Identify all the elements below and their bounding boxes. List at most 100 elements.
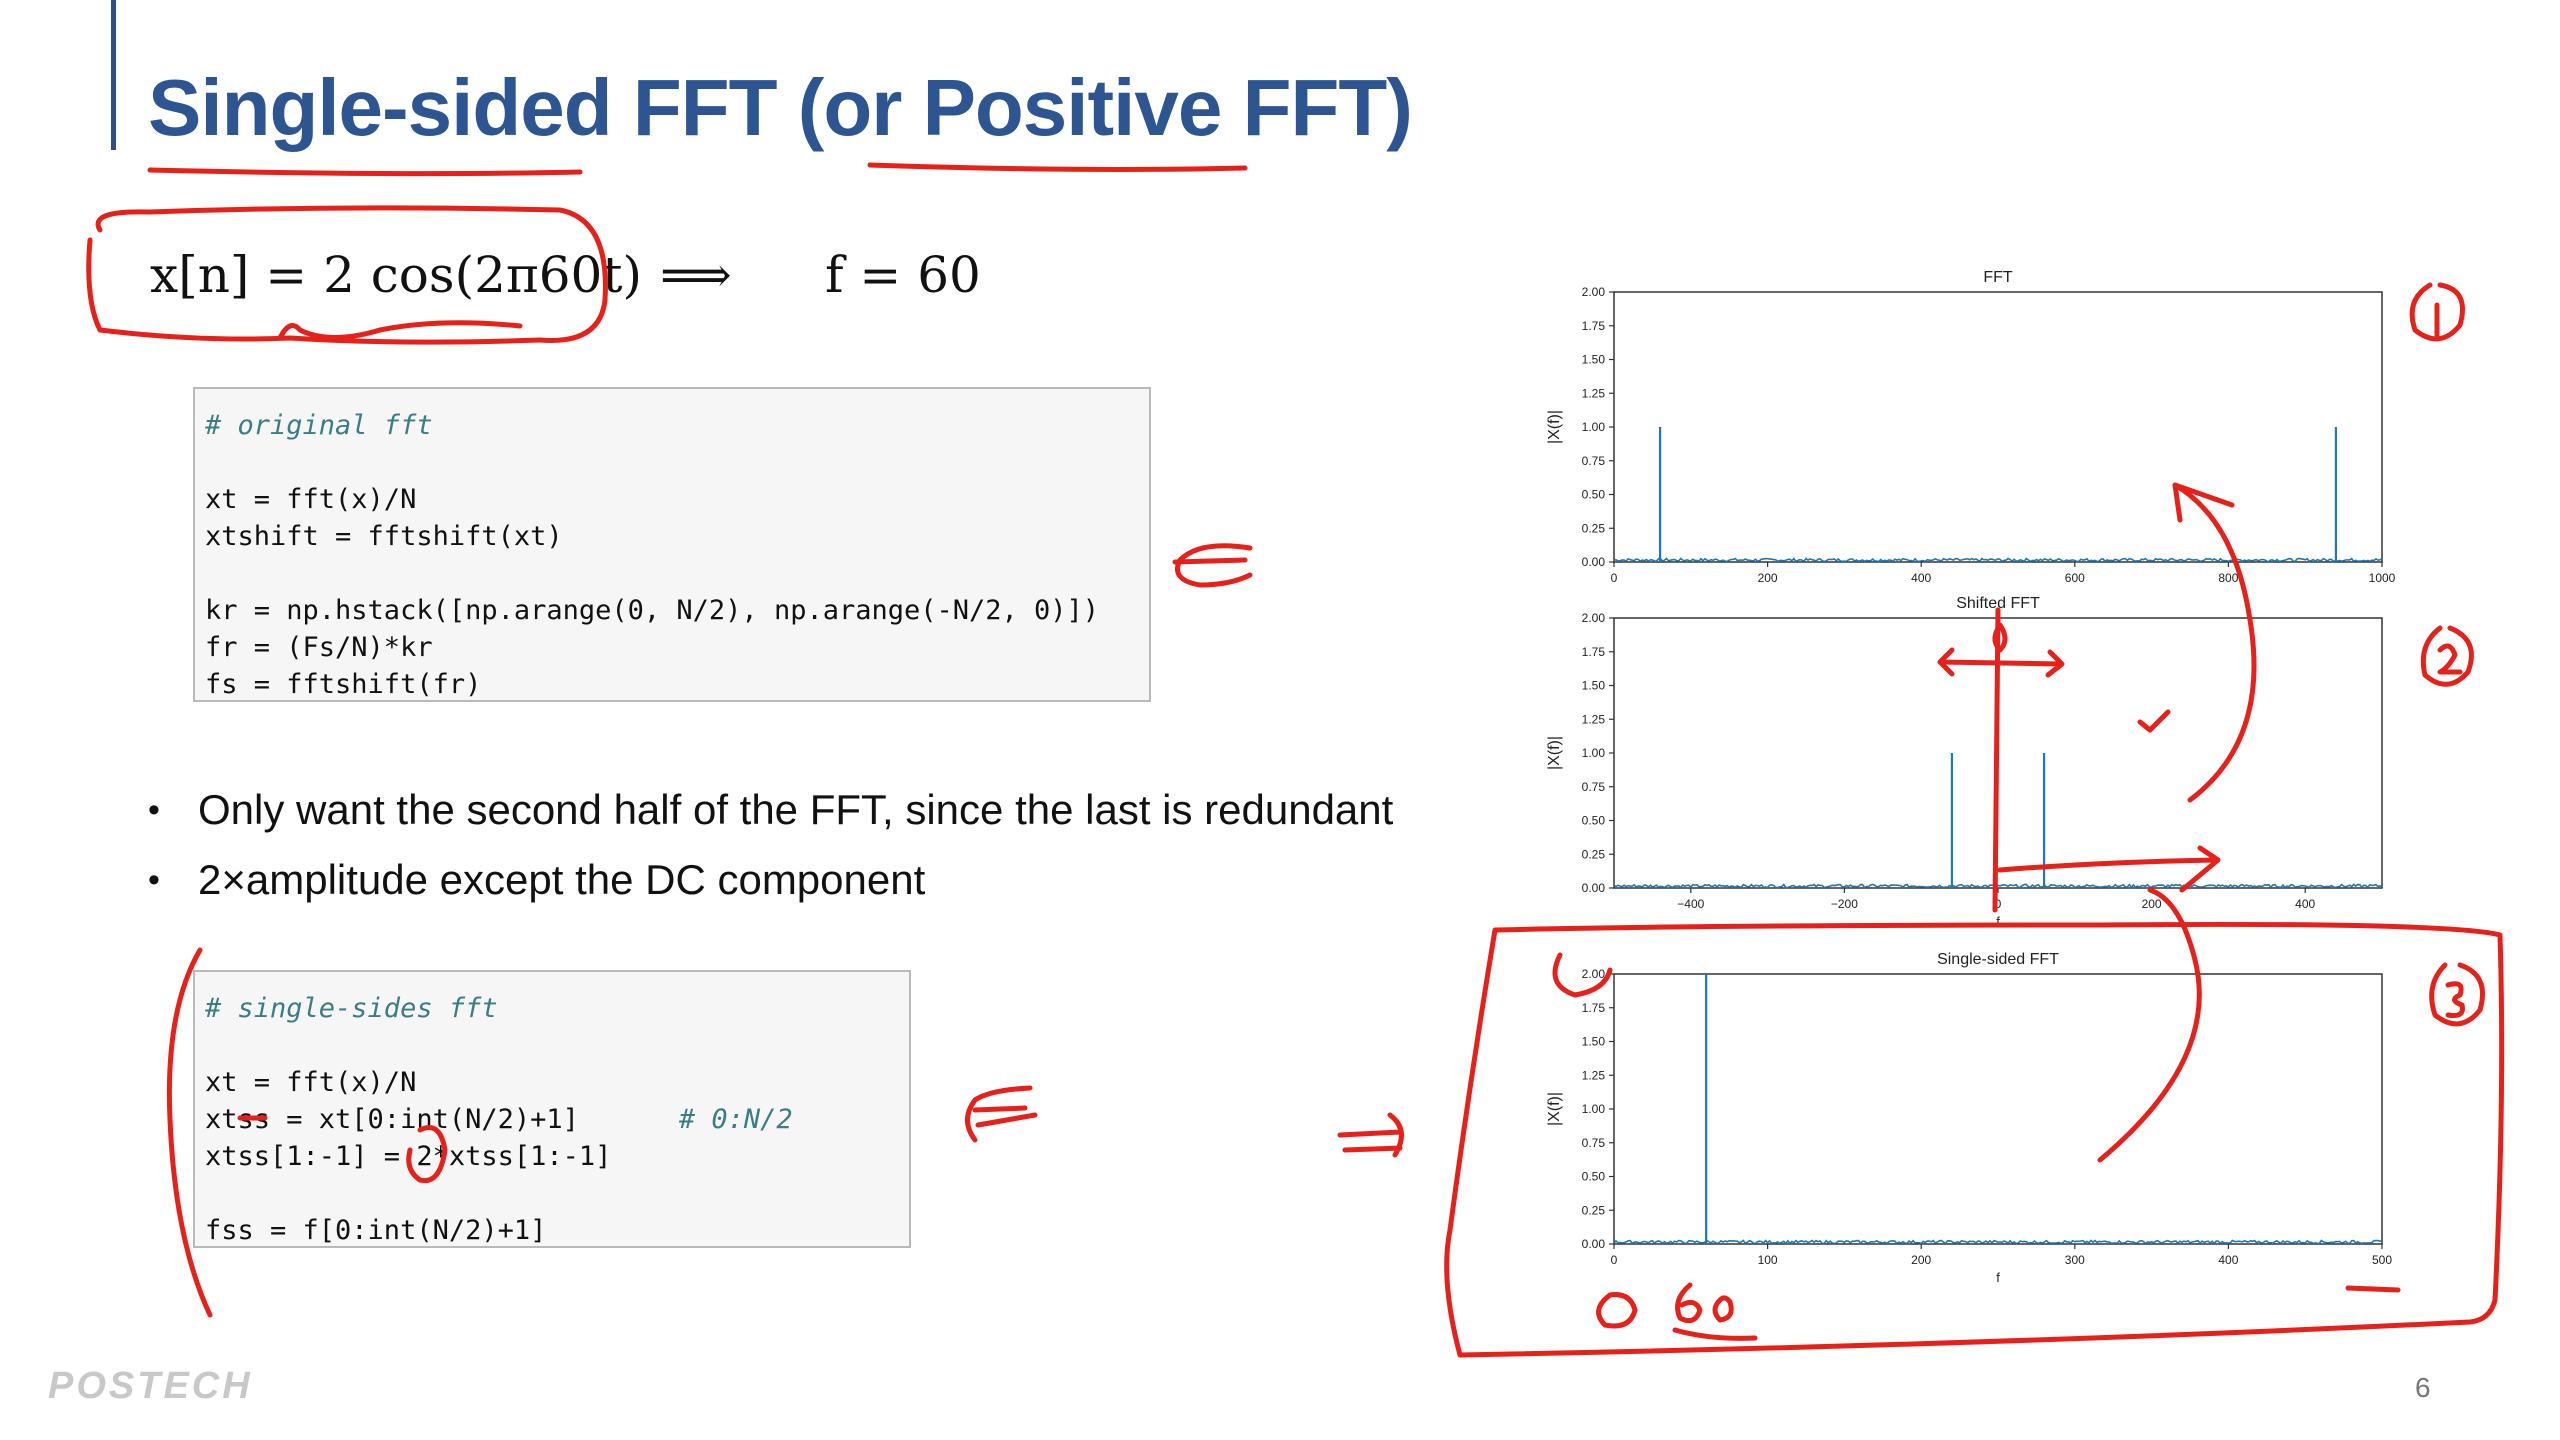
code-line: xtshift = fftshift(xt) bbox=[205, 521, 563, 552]
x-axis-label: f bbox=[1996, 914, 2000, 929]
code-comment: # original fft bbox=[205, 410, 433, 441]
noise-floor-line bbox=[1613, 557, 2383, 563]
code-line: fr = (Fs/N)*kr bbox=[205, 632, 433, 663]
x-tick-label: 100 bbox=[1758, 1253, 1778, 1267]
postech-logo: POSTECH bbox=[48, 1365, 253, 1407]
y-tick-label: 1.00 bbox=[1582, 746, 1606, 760]
y-tick-label: 1.75 bbox=[1582, 645, 1606, 659]
x-tick-label: −400 bbox=[1677, 897, 1704, 911]
y-tick-label: 0.00 bbox=[1582, 555, 1606, 569]
y-tick-label: 0.25 bbox=[1582, 521, 1606, 535]
code-comment: # single-sides fft bbox=[205, 993, 498, 1024]
circle-num-1 bbox=[2409, 282, 2465, 342]
code-line: kr = np.hstack([np.arange(0, N/2), np.ar… bbox=[205, 595, 1100, 626]
y-tick-label: 0.50 bbox=[1582, 814, 1606, 828]
y-tick-label: 1.50 bbox=[1582, 679, 1606, 693]
title-accent-bar bbox=[111, 0, 116, 150]
noise-floor-line bbox=[1613, 883, 2383, 889]
horizontal-arrow-top bbox=[1937, 647, 2065, 678]
bullet-dot-icon: • bbox=[148, 860, 160, 899]
underline-60 bbox=[1672, 1327, 1758, 1341]
y-tick-label: 0.75 bbox=[1582, 454, 1606, 468]
y-tick-label: 0.50 bbox=[1582, 488, 1606, 502]
x-tick-label: 0 bbox=[1995, 897, 2002, 911]
zero-mark bbox=[1992, 622, 2008, 653]
x-tick-label: 600 bbox=[2065, 571, 2085, 585]
equation-lhs: x[n] = 2 cos(2π60t) bbox=[150, 246, 642, 304]
checkmark bbox=[2137, 709, 2171, 733]
y-tick-label: 1.50 bbox=[1582, 1035, 1606, 1049]
code-line: fs = fftshift(fr) bbox=[205, 669, 482, 700]
y-tick-label: 1.25 bbox=[1582, 1068, 1606, 1082]
chart-frame bbox=[1613, 617, 2383, 889]
chart-title: Shifted FFT bbox=[1956, 595, 2040, 612]
bullet-text: Only want the second half of the FFT, si… bbox=[198, 786, 1394, 833]
y-tick-label: 0.75 bbox=[1582, 1136, 1606, 1150]
plus-arrow bbox=[1337, 1112, 1404, 1158]
title-part2: FFT (or bbox=[632, 63, 902, 152]
y-tick-label: 1.75 bbox=[1582, 319, 1606, 333]
page-number: 6 bbox=[2415, 1372, 2431, 1403]
code-line: xtss = xt[0:int(N/2)+1] # 0:N/2 bbox=[205, 1101, 899, 1138]
x-tick-label: 200 bbox=[2142, 897, 2162, 911]
x-tick-label: 0 bbox=[1611, 1253, 1618, 1267]
y-tick-label: 1.00 bbox=[1582, 420, 1606, 434]
x-tick-label: 0 bbox=[1611, 571, 1618, 585]
dash-x500 bbox=[2345, 1285, 2401, 1293]
arrow-left-code2 bbox=[965, 1085, 1038, 1143]
x-axis-label: f bbox=[1996, 1270, 2000, 1285]
y-tick-label: 0.25 bbox=[1582, 1203, 1606, 1217]
underline-positive-fft bbox=[867, 162, 1248, 172]
code-line: fss = f[0:int(N/2)+1] bbox=[205, 1215, 547, 1246]
title-part1: Single-sided bbox=[148, 63, 613, 152]
x-tick-label: 1000 bbox=[2369, 571, 2396, 585]
code-block-original-fft: # original fft xt = fft(x)/N xtshift = f… bbox=[193, 387, 1151, 702]
bullet-text: 2×amplitude except the DC component bbox=[198, 856, 926, 903]
y-tick-label: 1.25 bbox=[1582, 712, 1606, 726]
noise-floor-line bbox=[1613, 1239, 2383, 1245]
y-tick-label: 0.00 bbox=[1582, 1237, 1606, 1251]
y-tick-label: 1.75 bbox=[1582, 1001, 1606, 1015]
equation-arrow: ⟹ bbox=[660, 246, 732, 304]
chart-title: Single-sided FFT bbox=[1937, 951, 2059, 968]
y-tick-label: 0.50 bbox=[1582, 1170, 1606, 1184]
y-axis-label: |X(f)| bbox=[1546, 1092, 1563, 1126]
y-tick-label: 0.25 bbox=[1582, 847, 1606, 861]
equation-underline-squiggle bbox=[277, 320, 523, 341]
y-axis-label: |X(f)| bbox=[1546, 736, 1563, 770]
code-block-single-sided-fft: # single-sides fft xt = fft(x)/N xtss = … bbox=[193, 970, 911, 1248]
code-line: xtss[1:-1] = 2*xtss[1:-1] bbox=[205, 1141, 612, 1172]
code-line: xt = fft(x)/N bbox=[205, 1067, 417, 1098]
x-tick-label: 200 bbox=[1911, 1253, 1931, 1267]
y-tick-label: 2.00 bbox=[1582, 967, 1606, 981]
bullet-list: • Only want the second half of the FFT, … bbox=[148, 775, 1393, 915]
x-tick-label: −200 bbox=[1831, 897, 1858, 911]
vertical-line-zero bbox=[1992, 607, 2001, 913]
code-inline-comment: # 0:N/2 bbox=[678, 1104, 793, 1135]
chart-frame bbox=[1613, 973, 2383, 1245]
underline-single-sided bbox=[147, 167, 583, 177]
arrow-up-curve bbox=[2172, 482, 2257, 803]
arrow-left-code1 bbox=[1172, 543, 1253, 588]
title-part3: Positive FFT) bbox=[922, 63, 1413, 152]
bullet-item: • 2×amplitude except the DC component bbox=[148, 845, 1393, 915]
chart-frame bbox=[1613, 291, 2383, 563]
equation-rhs: f = 60 bbox=[825, 246, 981, 304]
circle-num-2 bbox=[2420, 625, 2474, 687]
x-tick-label: 400 bbox=[2218, 1253, 2238, 1267]
x-tick-label: 300 bbox=[2065, 1253, 2085, 1267]
big-box bbox=[1444, 921, 2505, 1358]
horizontal-arrow-bottom bbox=[1997, 845, 2221, 893]
hand-zero bbox=[1596, 1292, 1638, 1329]
y-tick-label: 2.00 bbox=[1582, 611, 1606, 625]
x-tick-label: 500 bbox=[2372, 1253, 2392, 1267]
y-tick-label: 1.50 bbox=[1582, 353, 1606, 367]
x-tick-label: 400 bbox=[1911, 571, 1931, 585]
x-tick-label: 800 bbox=[2218, 571, 2238, 585]
slide-title: Single-sided FFT (or Positive FFT) bbox=[148, 62, 1413, 154]
y-tick-label: 1.00 bbox=[1582, 1102, 1606, 1116]
y-tick-label: 1.25 bbox=[1582, 386, 1606, 400]
circle-ytop bbox=[1552, 952, 1613, 998]
bullet-item: • Only want the second half of the FFT, … bbox=[148, 775, 1393, 845]
hand-sixty bbox=[1675, 1282, 1734, 1324]
